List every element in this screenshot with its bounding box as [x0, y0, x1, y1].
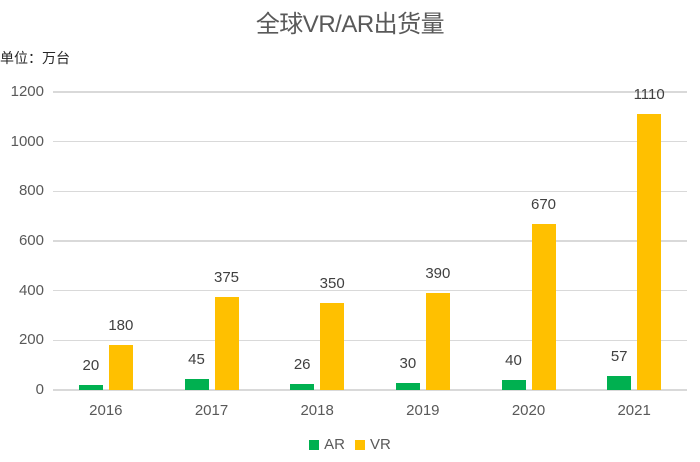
- y-tick-label: 600: [18, 232, 44, 249]
- bar-ar-2021[interactable]: [607, 375, 632, 390]
- y-tick-label: 800: [18, 182, 44, 200]
- x-tick-label: 2019: [406, 402, 440, 419]
- bar-ar-2019[interactable]: [395, 382, 420, 390]
- legend: AR VR: [0, 436, 700, 453]
- gridline: [53, 91, 687, 93]
- data-label: 30: [399, 354, 417, 372]
- legend-swatch-ar: [309, 439, 320, 450]
- x-tick-label: 2020: [511, 402, 546, 419]
- data-label: 350: [319, 275, 345, 293]
- bar-vr-2020[interactable]: [531, 223, 556, 390]
- gridline: [53, 240, 687, 242]
- y-tick-label: 1000: [10, 132, 44, 150]
- gridline: [53, 190, 687, 193]
- bar-vr-2016[interactable]: [108, 345, 133, 390]
- data-label: 180: [108, 317, 134, 335]
- legend-item-ar[interactable]: AR: [309, 436, 345, 453]
- bar-vr-2017[interactable]: [214, 296, 239, 390]
- data-label: 57: [610, 347, 628, 365]
- bar-ar-2017[interactable]: [184, 378, 209, 390]
- data-label: 26: [293, 355, 311, 373]
- y-tick-label: 400: [18, 281, 44, 299]
- data-label: 45: [188, 350, 205, 368]
- legend-swatch-vr: [355, 439, 365, 450]
- bar-vr-2019[interactable]: [425, 293, 450, 390]
- unit-label: 单位：万台: [0, 50, 70, 66]
- x-tick-label: 2021: [617, 402, 651, 419]
- bar-vr-2021[interactable]: [637, 114, 662, 390]
- chart-title: 全球VR/AR出货量: [255, 11, 445, 38]
- gridline: [53, 389, 687, 391]
- data-label: 670: [530, 195, 557, 213]
- y-tick-label: 200: [18, 331, 44, 349]
- gridline: [53, 140, 687, 143]
- data-label: 375: [213, 268, 240, 286]
- bar-ar-2020[interactable]: [501, 380, 526, 390]
- x-tick-label: 2018: [300, 402, 334, 419]
- x-tick-label: 2016: [89, 402, 123, 419]
- legend-item-vr[interactable]: VR: [355, 436, 391, 453]
- bar-vr-2018[interactable]: [320, 303, 345, 390]
- bar-ar-2018[interactable]: [290, 383, 315, 390]
- y-tick-label: 0: [35, 381, 44, 398]
- bar-ar-2016[interactable]: [78, 385, 103, 390]
- data-label: 1110: [633, 86, 665, 104]
- legend-label-ar: AR: [324, 436, 345, 453]
- gridline: [53, 289, 687, 292]
- data-label: 390: [425, 265, 451, 283]
- data-label: 40: [505, 352, 522, 370]
- legend-label-vr: VR: [370, 436, 391, 453]
- x-tick-label: 2017: [194, 402, 229, 419]
- y-tick-label: 1200: [10, 83, 44, 100]
- data-label: 20: [82, 357, 100, 375]
- gridline: [53, 339, 687, 342]
